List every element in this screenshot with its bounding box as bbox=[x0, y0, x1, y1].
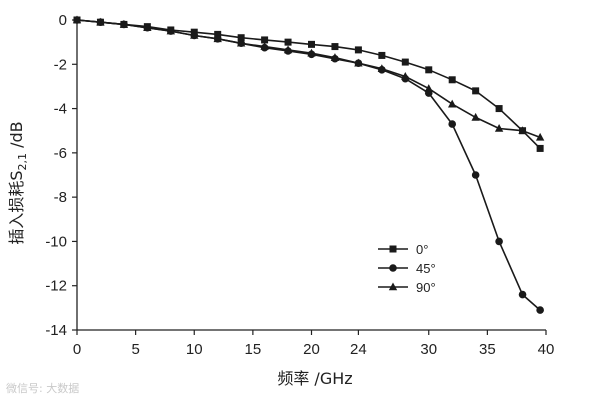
y-tick-label: -6 bbox=[54, 145, 67, 162]
data-point-circle bbox=[518, 290, 527, 299]
data-point-triangle bbox=[448, 99, 457, 108]
legend: 0° 45° 90° bbox=[378, 242, 436, 295]
data-point-square bbox=[495, 105, 503, 113]
data-point-square bbox=[284, 38, 292, 46]
data-point-square bbox=[331, 43, 339, 51]
data-point-triangle bbox=[424, 84, 433, 92]
y-tick-label: 0 bbox=[59, 12, 67, 29]
data-point-square bbox=[237, 34, 245, 42]
axes: 0 5 10 15 20 24 30 35 40 0 -2 -4 -6 -8 -10 -12 -14 bbox=[45, 12, 554, 358]
data-point-circle bbox=[495, 237, 503, 246]
x-tick-label: 40 bbox=[538, 341, 555, 358]
data-point-triangle bbox=[330, 53, 340, 61]
data-point-square bbox=[378, 51, 386, 59]
data-point-triangle bbox=[354, 58, 363, 67]
series-line-triangle bbox=[76, 19, 541, 139]
data-point-square bbox=[472, 87, 480, 95]
x-axis-title: 频率 /GHz bbox=[277, 369, 352, 388]
x-tick-label: 10 bbox=[186, 341, 203, 358]
data-point-square bbox=[261, 36, 269, 44]
data-point-triangle bbox=[213, 34, 222, 43]
data-point-triangle bbox=[471, 112, 480, 121]
data-point-triangle bbox=[518, 126, 527, 135]
series-square bbox=[73, 16, 544, 152]
data-point-triangle bbox=[401, 71, 410, 80]
series-line-circle bbox=[76, 19, 541, 311]
y-tick-label: -12 bbox=[45, 278, 67, 295]
data-point-square bbox=[308, 40, 315, 48]
y-axis-title-subscript: 2,1 bbox=[16, 153, 29, 171]
legend-marker-triangle bbox=[388, 282, 398, 291]
y-axis-title: 插入损耗S2,1 /dB bbox=[7, 121, 29, 244]
data-point-triangle bbox=[96, 17, 105, 26]
legend-marker-square bbox=[389, 245, 397, 253]
legend-label: 0° bbox=[416, 242, 428, 257]
series-line-square bbox=[76, 19, 541, 149]
data-point-circle bbox=[536, 306, 544, 314]
data-point-triangle bbox=[119, 19, 129, 28]
series-layer bbox=[72, 15, 545, 314]
data-point-triangle bbox=[236, 38, 246, 47]
data-point-square bbox=[448, 76, 456, 84]
data-point-square bbox=[425, 66, 433, 74]
data-point-triangle bbox=[143, 23, 152, 32]
x-tick-label: 5 bbox=[131, 341, 139, 358]
series-circle bbox=[73, 16, 544, 314]
data-point-triangle bbox=[166, 26, 175, 35]
x-tick-label: 15 bbox=[245, 341, 262, 358]
data-point-triangle bbox=[72, 15, 82, 24]
y-tick-label: -2 bbox=[54, 56, 67, 73]
x-tick-label: 35 bbox=[479, 341, 496, 358]
data-point-triangle bbox=[377, 64, 387, 73]
x-tick-label: 20 bbox=[303, 341, 320, 358]
x-tick-label: 24 bbox=[350, 341, 367, 358]
data-point-triangle bbox=[494, 124, 504, 132]
y-tick-label: -8 bbox=[54, 189, 67, 206]
x-tick-label: 30 bbox=[420, 341, 437, 358]
watermark: 微信号: 大数据 bbox=[6, 382, 80, 395]
data-point-triangle bbox=[307, 48, 316, 57]
data-point-triangle bbox=[260, 42, 269, 50]
legend-marker-circle bbox=[389, 264, 397, 272]
data-point-square bbox=[401, 58, 409, 66]
data-point-square bbox=[536, 144, 544, 152]
data-point-circle bbox=[471, 171, 480, 179]
x-tick-label: 0 bbox=[73, 341, 81, 358]
series-triangle bbox=[72, 15, 545, 141]
data-point-circle bbox=[448, 120, 457, 128]
legend-label: 45° bbox=[416, 261, 436, 276]
y-tick-label: -10 bbox=[45, 233, 67, 250]
y-tick-label: -14 bbox=[45, 322, 67, 339]
y-tick-label: -4 bbox=[54, 101, 67, 118]
y-axis-title-unit: /dB bbox=[7, 121, 26, 153]
data-point-triangle bbox=[535, 132, 545, 141]
data-point-square bbox=[354, 46, 362, 54]
data-point-triangle bbox=[190, 31, 199, 39]
data-point-triangle bbox=[283, 45, 293, 54]
legend-label: 90° bbox=[416, 280, 436, 295]
y-axis-title-main: 插入损耗S bbox=[7, 170, 26, 244]
